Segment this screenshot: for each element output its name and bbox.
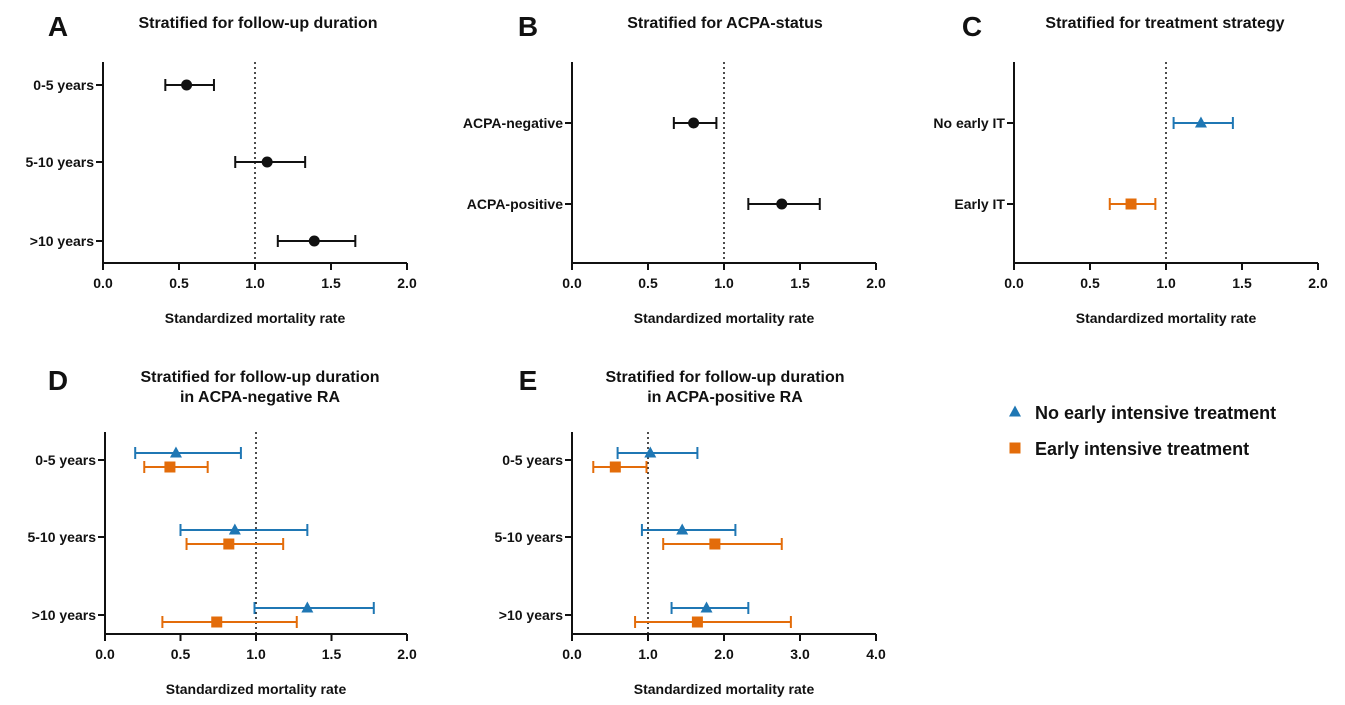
panel-a-category-label: 5-10 years	[25, 154, 94, 170]
panel-a-series-0-row-2-circle-marker	[308, 235, 320, 247]
panel-b-category-label: ACPA-positive	[467, 196, 563, 212]
panel-a-series-0-row-1-circle-marker	[261, 156, 273, 168]
panel-b-x-tick-label: 2.0	[866, 275, 886, 291]
panel-c-letter: C	[962, 11, 982, 42]
panel-b-x-tick-label: 1.0	[714, 275, 734, 291]
panel-e-category-label: 0-5 years	[502, 452, 563, 468]
panel-e-series-0-row-2-triangle-marker	[700, 601, 713, 613]
panel-b-category-label: ACPA-negative	[463, 115, 563, 131]
panel-d-x-tick-label: 1.0	[246, 646, 266, 662]
panel-d-x-tick-label: 0.5	[171, 646, 191, 662]
panel-e-series-0-row-1-triangle-marker	[676, 523, 689, 535]
panel-d-series-1-row-2-square-marker	[211, 616, 223, 628]
panel-d-series-1-row-0-square-marker	[164, 461, 176, 473]
panel-b-x-tick-label: 0.5	[638, 275, 658, 291]
panel-a-x-axis-title: Standardized mortality rate	[165, 310, 346, 326]
panel-a-letter: A	[48, 11, 68, 42]
panel-d-title-line: Stratified for follow-up duration	[140, 369, 379, 386]
panel-e-x-axis-title: Standardized mortality rate	[634, 681, 815, 697]
panel-d-category-label: 0-5 years	[35, 452, 96, 468]
panel-d-x-tick-label: 2.0	[397, 646, 417, 662]
panel-e-category-label: 5-10 years	[494, 529, 563, 545]
panel-a-category-label: 0-5 years	[33, 77, 94, 93]
panel-d-x-tick-label: 1.5	[322, 646, 342, 662]
panel-a-x-tick-label: 1.5	[321, 275, 341, 291]
panel-d-x-tick-label: 0.0	[95, 646, 115, 662]
panel-b-series-0-row-1-circle-marker	[776, 198, 788, 210]
panel-c-x-tick-label: 1.0	[1156, 275, 1176, 291]
panel-a-x-tick-label: 2.0	[397, 275, 417, 291]
panel-b-x-tick-label: 0.0	[562, 275, 582, 291]
legend-square-icon	[1009, 442, 1021, 454]
panel-c-x-tick-label: 0.5	[1080, 275, 1100, 291]
legend-item-label: Early intensive treatment	[1035, 439, 1249, 459]
panel-a-x-tick-label: 1.0	[245, 275, 265, 291]
panel-a-x-tick-label: 0.5	[169, 275, 189, 291]
panel-e-title-line: in ACPA-positive RA	[647, 389, 803, 406]
panel-c-x-tick-label: 1.5	[1232, 275, 1252, 291]
panel-d-series-0-row-1-triangle-marker	[228, 523, 241, 535]
panel-b-x-tick-label: 1.5	[790, 275, 810, 291]
panel-c-x-tick-label: 2.0	[1308, 275, 1328, 291]
panel-a-category-label: >10 years	[30, 233, 94, 249]
panel-a-series-0-row-0-circle-marker	[181, 79, 193, 91]
panel-d-letter: D	[48, 365, 68, 396]
panel-e-x-tick-label: 3.0	[790, 646, 810, 662]
panel-b-x-axis-title: Standardized mortality rate	[634, 310, 815, 326]
panel-c-title-line: Stratified for treatment strategy	[1045, 15, 1284, 32]
panel-d-series-1-row-1-square-marker	[223, 538, 235, 550]
panel-e-series-1-row-1-square-marker	[709, 538, 721, 550]
legend-triangle-icon	[1009, 405, 1021, 417]
panel-a-x-tick-label: 0.0	[93, 275, 113, 291]
panel-d-title-line: in ACPA-negative RA	[180, 389, 340, 406]
panel-c-x-axis-title: Standardized mortality rate	[1076, 310, 1257, 326]
panel-e-series-0-row-0-triangle-marker	[644, 446, 657, 458]
panel-e-series-1-row-0-square-marker	[609, 461, 621, 473]
panel-c-category-label: Early IT	[954, 196, 1005, 212]
panel-d-series-0-row-0-triangle-marker	[169, 446, 182, 458]
panel-c-series-1-row-1-square-marker	[1125, 198, 1137, 210]
panel-b-title-line: Stratified for ACPA-status	[627, 15, 823, 32]
panel-e-letter: E	[519, 365, 538, 396]
panel-b-letter: B	[518, 11, 538, 42]
panel-e-series-1-row-2-square-marker	[691, 616, 703, 628]
panel-d-x-axis-title: Standardized mortality rate	[166, 681, 347, 697]
panel-a-title-line: Stratified for follow-up duration	[138, 15, 377, 32]
panel-e-x-tick-label: 4.0	[866, 646, 886, 662]
panel-c-series-0-row-0-triangle-marker	[1194, 116, 1207, 128]
panel-e-category-label: >10 years	[499, 607, 563, 623]
panel-e-x-tick-label: 0.0	[562, 646, 582, 662]
panel-e-x-tick-label: 2.0	[714, 646, 734, 662]
panel-d-series-0-row-2-triangle-marker	[301, 601, 314, 613]
panel-c-x-tick-label: 0.0	[1004, 275, 1024, 291]
panel-d-category-label: 5-10 years	[27, 529, 96, 545]
panel-d-category-label: >10 years	[32, 607, 96, 623]
legend-item-label: No early intensive treatment	[1035, 403, 1276, 423]
panel-e-title-line: Stratified for follow-up duration	[605, 369, 844, 386]
panel-c-category-label: No early IT	[933, 115, 1005, 131]
panel-e-x-tick-label: 1.0	[638, 646, 658, 662]
panel-b-series-0-row-0-circle-marker	[688, 117, 700, 129]
